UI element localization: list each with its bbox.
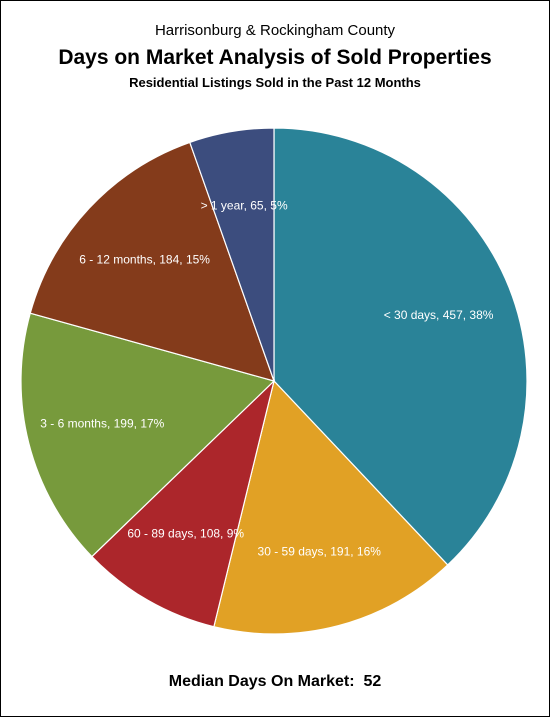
pie-slice-label-1: 30 - 59 days, 191, 16% [258, 544, 382, 558]
median-days-footer: Median Days On Market: 52 [0, 673, 550, 691]
chart-subtitle: Residential Listings Sold in the Past 12… [129, 75, 421, 90]
pie-slice-label-0: < 30 days, 457, 38% [384, 308, 494, 322]
pie-slice-4 [29, 141, 275, 382]
pie-slice-label-4: 6 - 12 months, 184, 15% [79, 252, 210, 266]
chart-header: Harrisonburg & Rockingham County Days on… [0, 22, 550, 92]
median-days-label: Median Days On Market: [168, 673, 355, 690]
pie-slice-label-5: > 1 year, 65, 5% [201, 199, 288, 213]
chart-title: Days on Market Analysis of Sold Properti… [58, 46, 492, 69]
pie-slice-2 [91, 379, 276, 628]
pie-slice-3 [20, 312, 276, 558]
pie-slices [20, 127, 528, 635]
pie-slice-1 [213, 379, 449, 635]
pie-labels: < 30 days, 457, 38% 30 - 59 days, 191, 16… [40, 199, 494, 559]
pie-slice-label-3: 3 - 6 months, 199, 17% [40, 417, 164, 431]
median-days-value: 52 [363, 673, 382, 690]
pie-slice-label-2: 60 - 89 days, 108, 9% [127, 527, 244, 541]
pie-slice-5 [189, 127, 275, 382]
chart-supertitle: Harrisonburg & Rockingham County [154, 22, 396, 39]
pie-slice-0 [273, 127, 528, 566]
